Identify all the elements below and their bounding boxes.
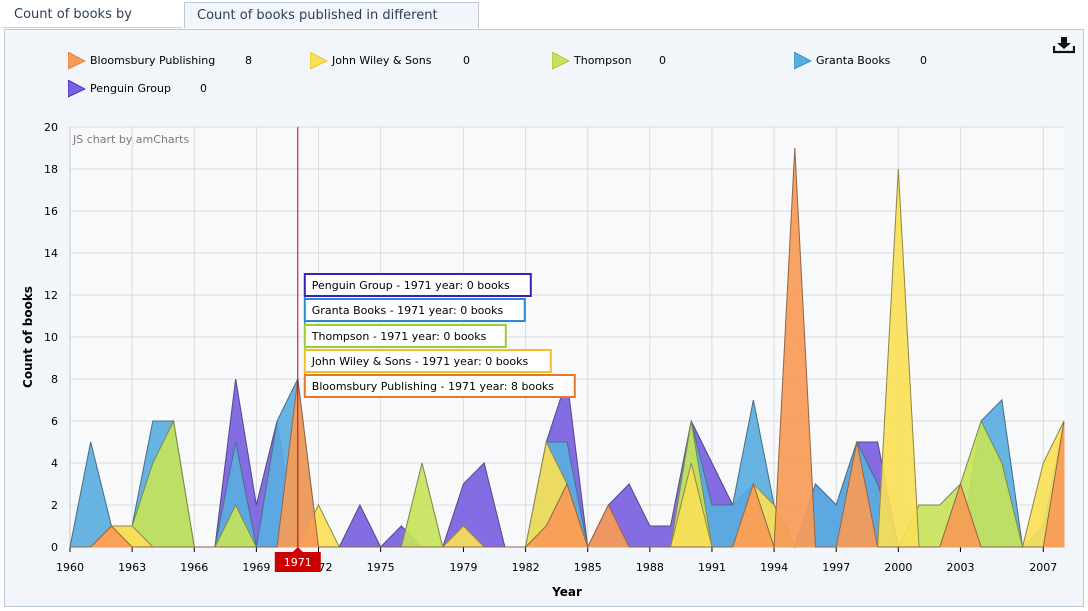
x-tick-label: 1997: [822, 561, 850, 574]
y-tick-label: 20: [44, 121, 58, 134]
legend-value: 8: [245, 54, 252, 67]
amcharts-watermark: JS chart by amCharts: [72, 133, 189, 146]
legend-label: John Wiley & Sons: [332, 54, 432, 67]
series-line: [70, 147, 1065, 549]
x-axis-title: Year: [551, 585, 582, 599]
y-tick-label: 18: [44, 163, 58, 176]
x-tick-label: 2003: [946, 561, 974, 574]
tooltip-text: Granta Books - 1971 year: 0 books: [312, 304, 504, 317]
cursor-pointer: [292, 547, 303, 552]
legend-marker-icon: [552, 52, 570, 70]
legend-marker-icon: [68, 80, 86, 98]
x-tick-label: 1994: [760, 561, 788, 574]
x-tick-label: 1963: [118, 561, 146, 574]
y-tick-label: 4: [51, 457, 58, 470]
x-tick-label: 2007: [1029, 561, 1057, 574]
legend-value: 0: [200, 82, 207, 95]
cursor-label-box: [274, 552, 321, 572]
y-tick-label: 14: [44, 247, 58, 260]
legend-marker-icon: [310, 52, 328, 70]
x-tick-label: 1969: [242, 561, 270, 574]
tooltip-text: Bloomsbury Publishing - 1971 year: 8 boo…: [312, 380, 555, 393]
legend-label: Thompson: [574, 54, 632, 67]
cursor-year-label: 1971: [284, 556, 312, 569]
y-tick-label: 8: [51, 373, 58, 386]
tooltip-box: [303, 273, 532, 297]
legend-label: Bloomsbury Publishing: [90, 54, 216, 67]
legend-value: 0: [659, 54, 666, 67]
x-tick-label: 1982: [512, 561, 540, 574]
y-tick-label: 2: [51, 499, 58, 512]
tooltip-box: [303, 324, 507, 348]
legend-value: 0: [920, 54, 927, 67]
y-tick-label: 12: [44, 289, 58, 302]
tooltip-box: [303, 349, 552, 373]
x-tick-label: 1975: [367, 561, 395, 574]
x-tick-label: 1985: [574, 561, 602, 574]
x-tick-label: 1966: [180, 561, 208, 574]
tooltip-box: [303, 374, 576, 398]
tooltip-box: [303, 298, 526, 322]
y-tick-label: 10: [44, 331, 58, 344]
tooltip-text: John Wiley & Sons - 1971 year: 0 books: [311, 355, 529, 368]
y-tick-label: 16: [44, 205, 58, 218]
x-tick-label: 1979: [449, 561, 477, 574]
y-tick-label: 0: [51, 541, 58, 554]
legend-marker-icon: [68, 52, 86, 70]
tooltip-text: Thompson - 1971 year: 0 books: [311, 330, 487, 343]
x-tick-label: 1991: [698, 561, 726, 574]
legend-label: Penguin Group: [90, 82, 171, 95]
legend-label: Granta Books: [816, 54, 891, 67]
x-tick-label: 1960: [56, 561, 84, 574]
y-tick-label: 6: [51, 415, 58, 428]
x-tick-label: 1988: [636, 561, 664, 574]
download-icon[interactable]: [1053, 36, 1075, 54]
y-axis-title: Count of books: [21, 286, 35, 388]
legend-value: 0: [463, 54, 470, 67]
x-tick-label: 2000: [884, 561, 912, 574]
tooltip-text: Penguin Group - 1971 year: 0 books: [312, 279, 510, 292]
legend-marker-icon: [794, 52, 812, 70]
